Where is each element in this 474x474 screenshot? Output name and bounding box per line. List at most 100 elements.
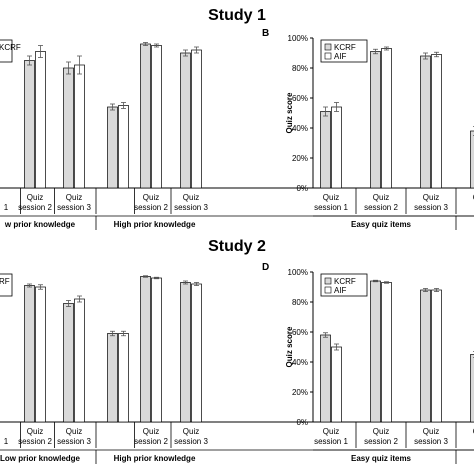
category-label: session 2 (134, 203, 168, 212)
y-tick-label: 60% (292, 94, 308, 103)
category-label: Quiz (423, 193, 439, 202)
legend-label: AIF (334, 52, 347, 61)
category-label: Quiz (27, 193, 43, 202)
study-1-title: Study 1 (208, 7, 266, 24)
bar-aif (381, 282, 392, 423)
panel-letter: B (262, 28, 269, 39)
bar-aif (331, 106, 342, 189)
bar-kcrf (420, 289, 431, 423)
y-axis-label: Quiz score (285, 326, 294, 367)
category-label: session 1 (314, 203, 348, 212)
category-label: session 1 (314, 437, 348, 446)
bar-kcrf (107, 106, 118, 189)
bar-kcrf (470, 354, 474, 423)
category-label: Quiz (27, 427, 43, 436)
group-label: Low prior knowledge (0, 454, 81, 463)
legend-label: KCRF (334, 43, 356, 52)
category-label: Quiz (373, 427, 389, 436)
category-label: session 3 (414, 203, 448, 212)
category-label: Quiz (66, 427, 82, 436)
study-2-title: Study 2 (208, 238, 266, 255)
legend-label: AIF (334, 286, 347, 295)
bar-aif (74, 298, 85, 423)
y-tick-label: 0% (296, 184, 308, 193)
bar-aif (74, 64, 85, 189)
group-label: High prior knowledge (114, 220, 196, 229)
y-tick-label: 80% (292, 298, 308, 307)
bar-kcrf (24, 285, 35, 423)
bar-aif (35, 286, 46, 423)
legend-swatch (324, 43, 332, 51)
bar-kcrf (140, 276, 151, 423)
panel-b: 0%20%40%60%80%100%Quiz scoreBQuizsession… (262, 28, 474, 230)
category-label: Quiz (323, 193, 339, 202)
y-tick-label: 100% (288, 268, 308, 277)
bar-aif (431, 54, 442, 189)
category-label: Quiz (143, 427, 159, 436)
bar-kcrf (180, 52, 191, 189)
legend-box (0, 39, 13, 63)
bar-aif (118, 333, 129, 423)
category-label: Quiz (473, 427, 474, 436)
y-tick-label: 20% (292, 154, 308, 163)
bar-kcrf (63, 67, 74, 189)
bar-kcrf (370, 51, 381, 189)
bar-aif (118, 105, 129, 189)
bar-kcrf (320, 334, 331, 423)
category-label: session 2 (364, 437, 398, 446)
category-label: Quiz (183, 427, 199, 436)
category-label: Quiz (373, 193, 389, 202)
bar-aif (381, 48, 392, 189)
legend-label: KCRF (334, 277, 356, 286)
legend-swatch (324, 277, 332, 285)
category-label: session 2 (18, 203, 52, 212)
panel-letter: D (262, 262, 269, 273)
bar-aif (151, 45, 162, 189)
group-label: Easy quiz items (351, 454, 412, 463)
bar-kcrf (420, 55, 431, 189)
category-label: Quiz (473, 193, 474, 202)
group-label: w prior knowledge (4, 220, 76, 229)
legend-swatch (324, 52, 332, 60)
y-tick-label: 100% (288, 34, 308, 43)
bar-aif (151, 277, 162, 423)
legend-box (320, 273, 368, 297)
category-label: 1 (4, 437, 9, 446)
bar-kcrf (140, 43, 151, 189)
bar-kcrf (24, 60, 35, 189)
bar-aif (35, 51, 46, 189)
bar-kcrf (63, 303, 74, 423)
category-label: Quiz (323, 427, 339, 436)
bar-aif (431, 289, 442, 423)
category-label: session 3 (414, 437, 448, 446)
panel-d: 0%20%40%60%80%100%Quiz scoreDQuizsession… (262, 262, 474, 464)
bar-aif (191, 49, 202, 189)
bar-aif (191, 283, 202, 423)
y-tick-label: 40% (292, 124, 308, 133)
group-label: High prior knowledge (114, 454, 196, 463)
bar-kcrf (180, 282, 191, 423)
legend-box (320, 39, 368, 63)
y-axis-label: Quiz score (285, 92, 294, 133)
category-label: Quiz (66, 193, 82, 202)
legend-label: RF (0, 277, 10, 286)
category-label: session 3 (57, 437, 91, 446)
category-label: session 3 (57, 203, 91, 212)
y-tick-label: 80% (292, 64, 308, 73)
category-label: Quiz (143, 193, 159, 202)
y-tick-label: 60% (292, 328, 308, 337)
y-tick-label: 40% (292, 358, 308, 367)
category-label: Quiz (183, 193, 199, 202)
bar-kcrf (470, 130, 474, 189)
y-tick-label: 0% (296, 418, 308, 427)
category-label: session 2 (18, 437, 52, 446)
category-label: session 2 (364, 203, 398, 212)
y-tick-label: 20% (292, 388, 308, 397)
legend-swatch (324, 286, 332, 294)
category-label: Quiz (423, 427, 439, 436)
bar-kcrf (370, 280, 381, 423)
